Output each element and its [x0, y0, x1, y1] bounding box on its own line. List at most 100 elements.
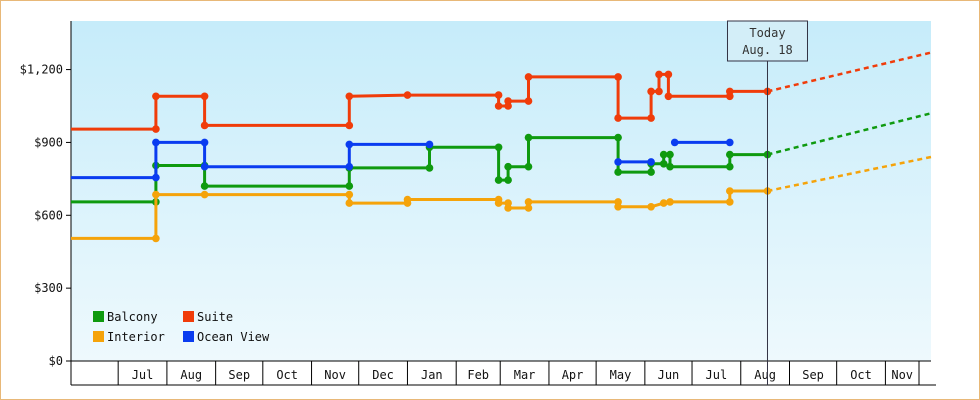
data-point-interior: [345, 199, 354, 207]
data-point-interior: [666, 198, 674, 206]
data-point-suite: [494, 91, 503, 99]
data-point-balcony: [614, 133, 622, 142]
data-point-interior: [524, 198, 533, 206]
data-point-interior: [726, 198, 734, 206]
data-point-balcony: [345, 182, 354, 190]
data-point-suite: [403, 91, 412, 99]
y-tick-label: $300: [34, 281, 63, 295]
data-point-interior: [200, 190, 209, 199]
data-point-balcony: [494, 143, 503, 152]
data-point-ocean-view: [670, 138, 679, 147]
data-point-balcony: [726, 150, 734, 159]
legend-swatch: [183, 311, 194, 322]
x-tick-label: Nov: [324, 368, 346, 382]
data-point-interior: [403, 195, 412, 204]
data-point-ocean-view: [647, 158, 655, 166]
legend: Balcony Suite Interior Ocean View: [93, 310, 270, 344]
data-point-balcony: [504, 176, 512, 184]
projection-line-suite: [767, 51, 932, 93]
data-point-suite: [614, 114, 622, 122]
data-point-ocean-view: [200, 138, 209, 147]
x-tick-label: Aug: [754, 368, 776, 382]
x-tick-label: Mar: [514, 368, 536, 382]
data-point-ocean-view: [152, 138, 160, 147]
data-point-suite: [524, 73, 533, 81]
today-box: [726, 20, 808, 62]
legend-entry: Balcony: [107, 310, 158, 324]
data-point-suite: [664, 92, 673, 101]
today-date-label: Aug. 18: [742, 43, 793, 57]
data-point-interior: [614, 203, 622, 211]
data-point-suite: [655, 70, 663, 79]
data-point-suite: [647, 114, 655, 122]
data-point-interior: [152, 190, 160, 199]
data-point-ocean-view: [726, 138, 734, 147]
data-point-balcony: [614, 168, 622, 176]
x-tick-label: Sep: [228, 368, 250, 382]
data-point-balcony: [666, 162, 674, 171]
y-tick-label: $0: [49, 354, 63, 368]
data-point-ocean-view: [345, 140, 354, 149]
x-tick-label: May: [610, 368, 632, 382]
data-point-interior: [524, 204, 533, 212]
today-label: Today: [749, 26, 785, 40]
data-point-balcony: [666, 150, 674, 159]
data-point-balcony: [647, 168, 655, 176]
x-tick-label: Jan: [421, 368, 443, 382]
data-point-suite: [152, 92, 160, 101]
data-point-interior: [494, 199, 503, 207]
plot-area: [71, 21, 931, 361]
data-point-suite: [345, 92, 354, 101]
legend-entry: Suite: [197, 310, 233, 324]
y-tick-label: $1,200: [20, 63, 63, 77]
data-point-interior: [647, 203, 655, 211]
x-tick-label: Jun: [658, 368, 680, 382]
data-point-suite: [614, 73, 622, 81]
legend-entry: Interior: [107, 330, 165, 344]
projection-line-balcony: [767, 112, 932, 156]
projection-line-interior: [767, 155, 932, 193]
data-point-balcony: [200, 182, 209, 190]
data-point-suite: [726, 87, 734, 96]
data-point-balcony: [524, 162, 533, 171]
data-point-ocean-view: [200, 162, 209, 171]
data-point-interior: [504, 204, 512, 212]
data-point-suite: [200, 121, 209, 130]
data-point-suite: [152, 125, 160, 133]
data-point-ocean-view: [152, 173, 160, 182]
data-point-suite: [647, 87, 655, 96]
data-point-balcony: [726, 162, 734, 171]
y-tick-label: $900: [34, 135, 63, 149]
legend-entry: Ocean View: [197, 330, 270, 344]
data-point-suite: [664, 70, 673, 79]
data-point-balcony: [659, 150, 668, 159]
data-point-balcony: [504, 162, 512, 171]
x-tick-label: Dec: [372, 368, 394, 382]
legend-swatch: [93, 331, 104, 342]
today-marker: Today Aug. 18: [726, 20, 808, 385]
y-tick-label: $600: [34, 208, 63, 222]
axes: $0 $300 $600 $900 $1,200 Jul Aug Sep Oct Nov Dec Ja…: [20, 21, 936, 386]
x-tick-label: Nov: [891, 368, 913, 382]
data-point-ocean-view: [425, 140, 434, 149]
data-point-suite: [655, 87, 663, 96]
data-point-ocean-view: [614, 158, 622, 166]
data-point-suite: [524, 97, 533, 105]
data-point-interior: [726, 187, 734, 195]
data-point-interior: [345, 190, 354, 199]
data-point-interior: [152, 234, 160, 243]
data-point-suite: [504, 97, 512, 105]
data-point-balcony: [494, 176, 503, 184]
data-point-balcony: [659, 160, 668, 168]
legend-swatch: [93, 311, 104, 322]
data-point-balcony: [425, 164, 434, 172]
x-tick-label: Jul: [132, 368, 154, 382]
data-point-suite: [200, 92, 209, 101]
x-tick-label: Feb: [467, 368, 489, 382]
x-tick-label: Apr: [562, 368, 584, 382]
x-tick-label: Aug: [180, 368, 202, 382]
x-tick-label: Oct: [850, 368, 872, 382]
legend-swatch: [183, 331, 194, 342]
